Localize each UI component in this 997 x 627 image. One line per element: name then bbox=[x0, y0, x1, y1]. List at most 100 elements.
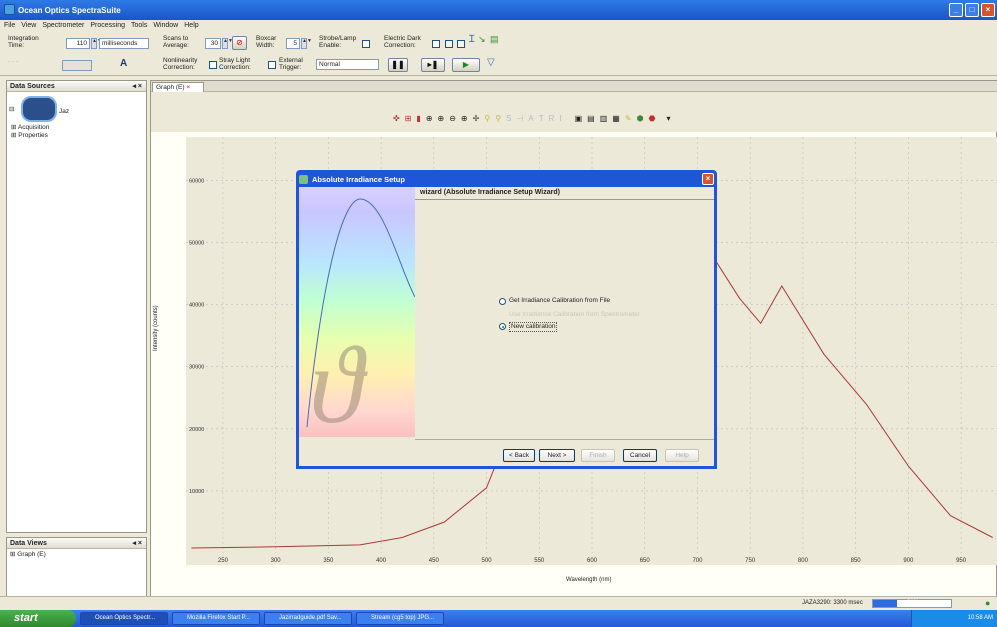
mode-i-icon[interactable]: I bbox=[559, 114, 562, 123]
dialog-divider bbox=[415, 439, 714, 440]
menu-view[interactable]: View bbox=[21, 22, 37, 29]
status-text: JAZA3290: 3300 msec bbox=[802, 600, 863, 606]
spectrum-tool-icon[interactable]: Ɪ bbox=[469, 34, 475, 45]
data-views-title: Data Views bbox=[10, 540, 47, 547]
grid-icon[interactable]: ⊞ bbox=[404, 114, 412, 123]
toolbar-field-disabled[interactable] bbox=[62, 60, 92, 71]
task-spectrasuite[interactable]: Ocean Optics Spectr... bbox=[80, 612, 168, 625]
spectrometer-device-icon[interactable] bbox=[21, 96, 57, 122]
toolbar-checkbox-2[interactable] bbox=[445, 40, 453, 48]
convert-icon[interactable]: ⬢ bbox=[636, 114, 644, 123]
crosshair-icon[interactable]: ✜ bbox=[393, 114, 400, 123]
app-title-bar: Ocean Optics SpectraSuite _ □ × bbox=[0, 0, 997, 20]
menu-processing[interactable]: Processing bbox=[90, 22, 125, 29]
zoom-region-icon[interactable]: ⊕ bbox=[437, 114, 445, 123]
dialog-title: Absolute Irradiance Setup bbox=[312, 175, 405, 184]
play-icon[interactable]: ▶ bbox=[452, 58, 480, 72]
font-a-icon[interactable]: A bbox=[120, 58, 128, 69]
boxcar-width-label: Boxcar Width: bbox=[256, 35, 277, 49]
tree-collapse-icon[interactable]: ⊟ bbox=[9, 106, 15, 113]
label-new-calibration[interactable]: New calibration bbox=[509, 322, 558, 332]
integration-unit-select[interactable]: milliseconds bbox=[99, 38, 149, 49]
menu-file[interactable]: File bbox=[4, 22, 16, 29]
nonlinearity-label: Nonlinearity Correction: bbox=[163, 57, 198, 71]
cancel-button[interactable]: Cancel bbox=[623, 449, 657, 462]
peak-icon[interactable]: ⚲ bbox=[495, 114, 502, 123]
start-button[interactable]: start bbox=[0, 610, 76, 627]
x-tick-label-6: 550 bbox=[534, 558, 545, 564]
zoom-reset-icon[interactable]: ⊕ bbox=[460, 114, 468, 123]
tree-item-graph[interactable]: ⊞ Graph (E) bbox=[10, 551, 46, 558]
tree-item-acquisition[interactable]: ⊞ Acquisition bbox=[11, 124, 50, 131]
views-close-icon[interactable]: ◂ × bbox=[132, 540, 142, 547]
finish-button[interactable]: Finish bbox=[581, 449, 615, 462]
back-button[interactable]: < Back bbox=[503, 449, 535, 462]
mode-r-icon[interactable]: R bbox=[548, 114, 555, 123]
mode-dark-icon[interactable]: ⊣ bbox=[516, 114, 524, 123]
step-icon[interactable]: ▸❚ bbox=[421, 58, 445, 72]
overlay-icon[interactable]: ✎ bbox=[624, 114, 632, 123]
wizard-header: wizard (Absolute Irradiance Setup Wizard… bbox=[415, 187, 714, 200]
progress-label: 31% bbox=[907, 600, 920, 606]
scale-icon[interactable]: ▮ bbox=[416, 114, 421, 123]
electric-dark-checkbox[interactable] bbox=[432, 40, 440, 48]
tab-graph[interactable]: Graph (E) × bbox=[152, 82, 204, 92]
x-tick-label-12: 850 bbox=[851, 558, 862, 564]
toolbar-checkbox-3[interactable] bbox=[457, 40, 465, 48]
y-tick-label-4: 50000 bbox=[189, 241, 204, 247]
mode-s-icon[interactable]: S bbox=[506, 114, 512, 123]
x-axis-label: Wavelength (nm) bbox=[566, 577, 612, 583]
panel-close-icon[interactable]: ◂ × bbox=[132, 83, 142, 90]
delete-icon[interactable]: ⬣ bbox=[648, 114, 656, 123]
filter-icon[interactable]: ▽ bbox=[487, 57, 495, 68]
device-name[interactable]: Jaz bbox=[59, 108, 70, 115]
menu-help[interactable]: Help bbox=[184, 22, 199, 29]
maximize-icon[interactable]: □ bbox=[965, 3, 979, 17]
pause-icon[interactable]: ❚❚ bbox=[388, 58, 408, 72]
close-icon[interactable]: × bbox=[981, 3, 995, 17]
zoom-out-icon[interactable]: ⊖ bbox=[449, 114, 456, 123]
help-button[interactable]: Help bbox=[665, 449, 699, 462]
scans-spinner-icon[interactable]: ▲▼ bbox=[222, 38, 233, 49]
menu-window[interactable]: Window bbox=[153, 22, 179, 29]
radio-new-calibration[interactable] bbox=[499, 323, 506, 330]
more-options-icon[interactable]: ▾ bbox=[666, 114, 671, 123]
strobe-lamp-checkbox[interactable] bbox=[362, 40, 370, 48]
x-tick-label-7: 600 bbox=[587, 558, 598, 564]
menu-spectrometer[interactable]: Spectrometer bbox=[42, 22, 85, 29]
system-tray: 10:58 AM bbox=[911, 610, 997, 627]
marker-icon[interactable]: ⚲ bbox=[484, 114, 491, 123]
print-icon[interactable]: ▤ bbox=[587, 114, 595, 123]
mode-a-icon[interactable]: A bbox=[528, 114, 534, 123]
external-trigger-checkbox[interactable] bbox=[268, 61, 276, 69]
copy-icon[interactable]: ▥ bbox=[599, 114, 608, 123]
table-tool-icon[interactable]: ▤ bbox=[490, 34, 499, 44]
tab-close-icon[interactable]: × bbox=[186, 84, 191, 91]
stray-light-label: Stray Light Correction: bbox=[219, 57, 251, 71]
zoom-in-icon[interactable]: ⊕ bbox=[425, 114, 433, 123]
task-firefox[interactable]: Mozilla Firefox Start P... bbox=[172, 612, 260, 625]
mode-t-icon[interactable]: T bbox=[538, 114, 544, 123]
radio-get-from-file[interactable] bbox=[499, 298, 506, 305]
menu-tools[interactable]: Tools bbox=[131, 22, 148, 29]
trigger-mode-select[interactable]: Normal bbox=[316, 59, 379, 70]
task-image[interactable]: Stream (cg5 top) JPG... bbox=[356, 612, 444, 625]
scans-to-average-input[interactable]: 30 bbox=[205, 38, 221, 49]
scans-stop-icon[interactable]: ⊘ bbox=[232, 36, 247, 50]
export-icon[interactable]: ▦ bbox=[612, 114, 620, 123]
minimize-icon[interactable]: _ bbox=[949, 3, 963, 17]
stray-light-checkbox[interactable] bbox=[209, 61, 217, 69]
integration-spinner-icon[interactable]: ▲▼ bbox=[91, 38, 102, 49]
tree-item-properties[interactable]: ⊞ Properties bbox=[11, 132, 48, 139]
label-get-from-file[interactable]: Get Irradiance Calibration from File bbox=[509, 297, 611, 304]
integration-time-input[interactable]: 110 bbox=[66, 38, 90, 49]
boxcar-width-input[interactable]: 5 bbox=[286, 38, 300, 49]
save-icon[interactable]: ▣ bbox=[574, 114, 583, 123]
dialog-close-icon[interactable]: × bbox=[702, 173, 714, 185]
wizard-curve-graphic: ϑ bbox=[306, 198, 416, 446]
arrow-tool-icon[interactable]: ↘ bbox=[478, 34, 486, 44]
pan-icon[interactable]: ✢ bbox=[472, 114, 480, 123]
next-button[interactable]: Next > bbox=[539, 449, 575, 462]
boxcar-spinner-icon[interactable]: ▲▼ bbox=[301, 38, 312, 49]
task-pdf[interactable]: Jazirradguide.pdf Sav... bbox=[264, 612, 352, 625]
